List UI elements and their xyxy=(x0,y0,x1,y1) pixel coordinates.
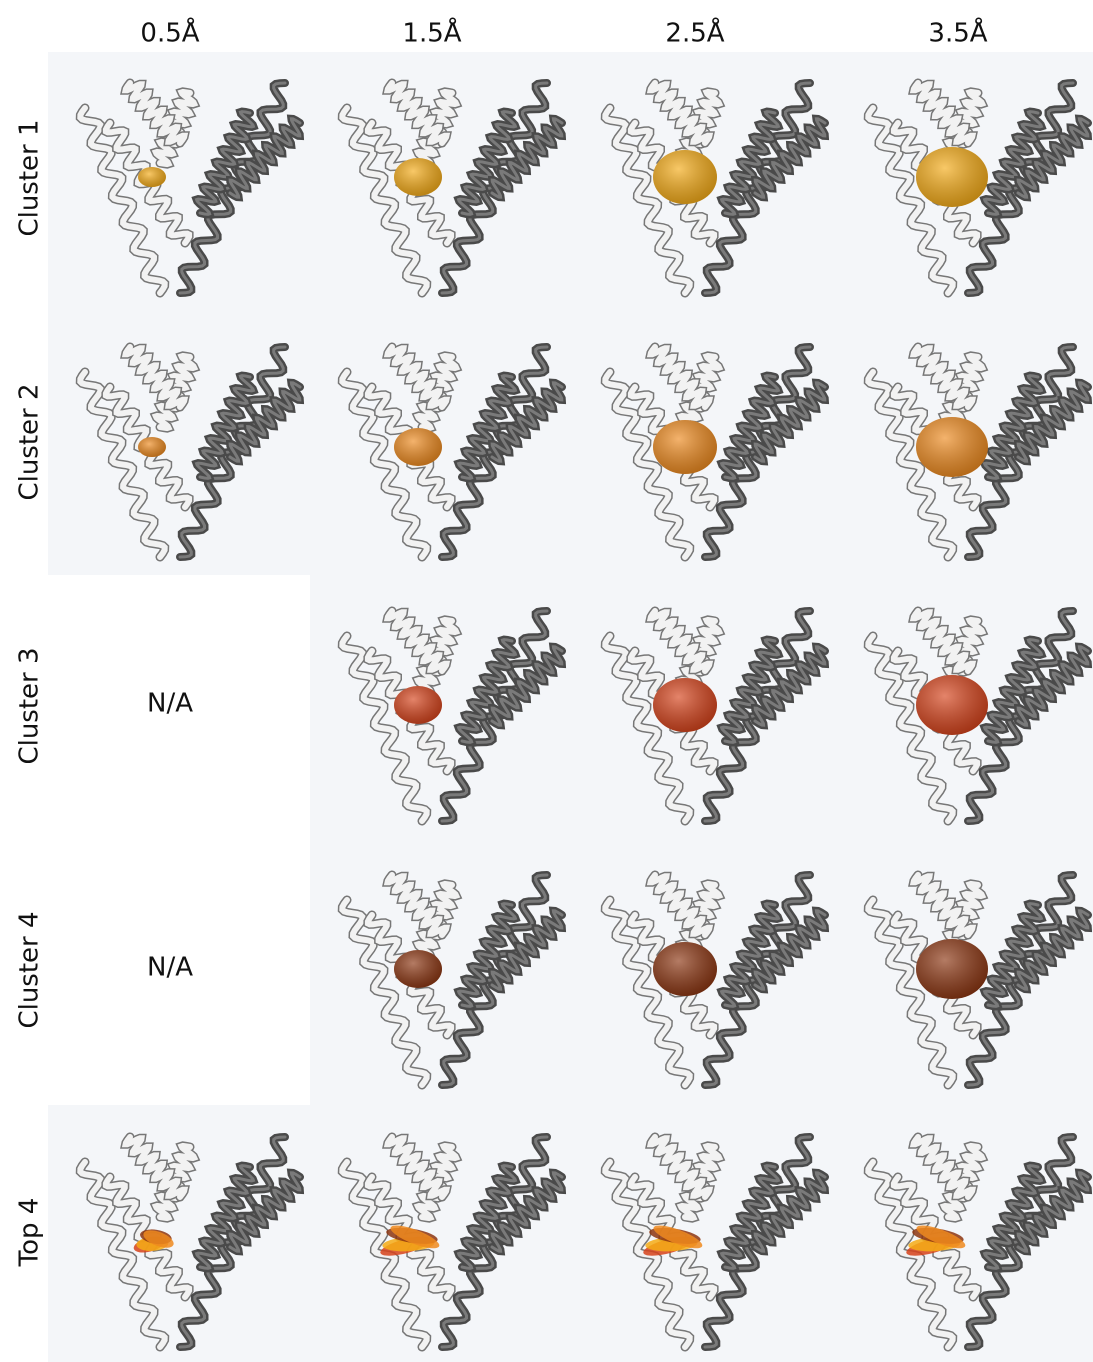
ligand-shading xyxy=(394,950,442,988)
ligand-shading xyxy=(653,150,717,204)
row-label: Cluster 2 xyxy=(15,383,45,500)
ligand-shading xyxy=(916,417,988,477)
ligand-shading xyxy=(916,675,988,735)
ligand-shading xyxy=(394,158,442,196)
ligand-shading xyxy=(653,678,717,732)
ligand-shading xyxy=(916,147,988,207)
ligand-shading xyxy=(916,939,988,999)
column-header: 1.5Å xyxy=(402,17,461,49)
na-label: N/A xyxy=(147,689,193,719)
ligand-shading xyxy=(653,942,717,996)
na-label: N/A xyxy=(147,953,193,983)
ligand-shading xyxy=(394,686,442,724)
ligand-shading xyxy=(138,437,166,457)
figure: 0.5Å 1.5Å 2.5Å 3.5Å Cluster 1 Cluster 2 Cluste… xyxy=(0,0,1093,1362)
row-label: Cluster 3 xyxy=(15,647,45,764)
column-header: 3.5Å xyxy=(928,17,987,49)
ligand-shading xyxy=(653,420,717,474)
ligand-shading xyxy=(394,428,442,466)
row-label: Cluster 4 xyxy=(15,911,45,1028)
row-label: Cluster 1 xyxy=(15,119,45,236)
row-label: Top 4 xyxy=(15,1198,45,1268)
column-header: 2.5Å xyxy=(665,17,724,49)
empty-area xyxy=(48,575,310,1105)
column-header: 0.5Å xyxy=(140,17,199,49)
ligand-shading xyxy=(138,167,166,187)
